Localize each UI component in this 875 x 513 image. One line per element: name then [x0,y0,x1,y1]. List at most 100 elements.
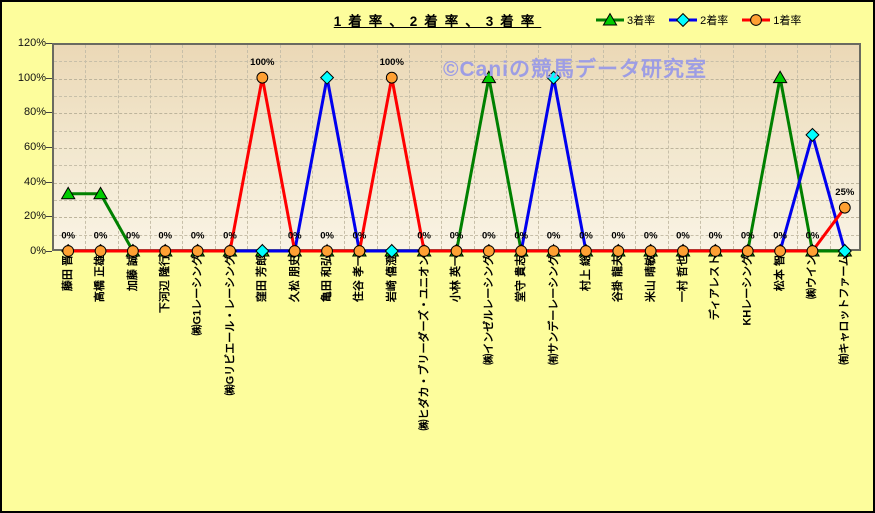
data-point-marker [385,71,398,84]
watermark-text: ©Caniの競馬データ研究室 [443,58,707,81]
data-point-marker [602,12,618,26]
x-axis-label: ㈱ウイン [806,255,819,299]
gridline-vertical [408,45,410,249]
data-point-marker [676,12,691,28]
gridline-vertical [570,45,572,249]
legend-swatch-circle [742,13,771,27]
gridline-horizontal [54,78,859,80]
x-axis-label: 谷掛 龍夫 [612,255,625,303]
x-axis-label: ディアレスト [709,255,722,321]
gridline-vertical [376,45,378,249]
data-label: 0% [126,231,140,242]
data-point-marker [644,245,657,257]
data-label: 0% [611,231,625,242]
gridline-vertical [506,45,508,249]
gridline-horizontal [54,130,859,132]
data-point-marker [709,245,722,257]
data-label: 0% [482,231,496,242]
gridline-horizontal [54,96,859,97]
data-point-marker [93,186,109,200]
data-label: 0% [547,231,561,242]
y-axis-label: 80% [23,106,46,119]
data-point-marker [191,245,204,257]
y-axis-label: 0% [30,245,46,257]
data-point-marker [450,245,463,257]
data-label: 0% [353,231,367,242]
y-axis-label: 20% [23,210,46,223]
x-axis-label: 一村 哲也 [677,255,690,303]
gridline-horizontal [54,148,859,149]
data-point-marker [547,245,560,257]
data-point-marker [546,70,561,85]
y-axis-tick [46,181,52,183]
data-point-marker [772,70,788,84]
data-label: 0% [514,231,528,242]
x-axis-label: 小林 英一 [450,255,463,303]
data-point-marker [774,245,786,257]
data-point-marker [741,245,754,257]
x-axis-label: 住谷 孝一 [353,255,366,303]
data-point-marker [838,201,851,214]
data-point-marker [94,245,107,257]
y-axis-tick [46,77,52,79]
x-axis-label: 岩崎 僖澄 [385,255,398,303]
legend-label: 3着率 [627,15,656,27]
gridline-vertical [311,45,313,249]
data-label: 0% [773,231,787,242]
y-axis-tick [46,147,52,148]
gridline-vertical [667,45,669,249]
gridline-horizontal [54,200,859,201]
data-point-marker [319,70,335,85]
data-label: 0% [417,231,431,242]
gridline-horizontal [54,217,859,219]
data-label: 0% [94,231,108,242]
gridline-vertical [829,45,831,249]
legend-label: 1着率 [773,15,802,27]
chart-title: 1着率、2着率、3着率 [333,14,542,29]
x-axis-label: 加藤 誠 [126,255,139,292]
data-label: 0% [741,231,755,242]
legend-swatch-triangle [596,12,624,27]
y-axis-label: 100% [17,71,46,84]
gridline-vertical [279,45,281,249]
data-label: 0% [450,231,464,242]
gridline-vertical [797,45,799,249]
gridline-horizontal [54,61,859,63]
data-label: 100% [250,57,275,68]
gridline-vertical [441,45,443,249]
gridline-vertical [117,45,119,249]
data-label: 25% [835,187,855,198]
data-label: 0% [579,231,593,242]
x-axis-label: ㈲サンデーレーシング [547,255,560,365]
gridline-vertical [214,45,216,249]
x-axis-label: 久松 朋史 [288,255,301,303]
data-point-marker [321,245,333,257]
legend-item: 2着率 [669,12,728,28]
gridline-horizontal [54,182,859,184]
gridline-vertical [635,45,637,249]
data-point-marker [805,127,820,142]
gridline-vertical [247,45,249,249]
y-axis-tick [46,251,52,252]
gridline-vertical [182,45,184,249]
data-label: 0% [61,231,75,242]
legend-item: 3着率 [596,12,655,28]
data-point-marker [255,243,270,259]
legend-swatch-diamond [669,12,698,28]
data-label: 0% [158,231,172,242]
data-point-marker [750,14,763,26]
data-point-marker [612,245,625,257]
y-axis-label: 40% [23,175,46,188]
x-axis-label: ㈱インゼルレーシング [482,255,495,365]
x-axis-label: 下河辺 隆行 [159,255,172,314]
data-label: 0% [644,231,658,242]
gridline-horizontal [54,234,859,236]
data-label: 0% [223,231,237,242]
data-label: 0% [288,231,302,242]
legend-label: 2着率 [700,15,729,27]
data-label: 0% [320,231,334,242]
data-point-marker [127,245,139,257]
gridline-vertical [85,45,87,249]
data-point-marker [837,243,852,259]
data-point-marker [353,245,366,257]
